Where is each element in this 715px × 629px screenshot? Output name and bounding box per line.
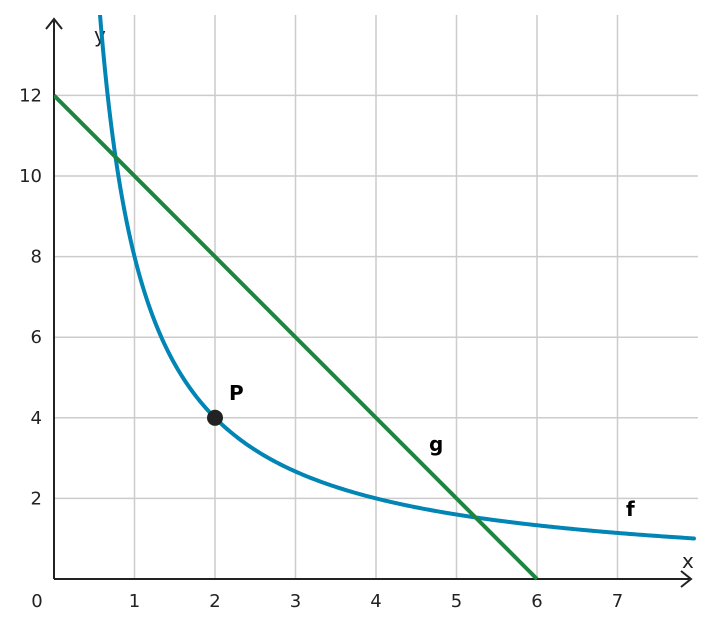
x-tick-label-4: 4 — [370, 591, 381, 612]
grid — [54, 15, 698, 579]
x-tick-label-6: 6 — [531, 591, 542, 612]
series-f-curve — [98, 15, 696, 541]
x-tick-label-3: 3 — [290, 591, 301, 612]
curve-labels: f g P — [229, 381, 635, 521]
series-g-label: g — [429, 432, 443, 456]
axes: x y 0 — [31, 17, 694, 612]
x-tick-label-1: 1 — [129, 591, 140, 612]
series-g-line — [54, 93, 539, 581]
y-tick-label-4: 4 — [31, 408, 42, 429]
point-p-marker — [207, 409, 223, 426]
x-axis-label: x — [682, 549, 694, 573]
curves — [54, 15, 696, 581]
series-f-label: f — [626, 497, 635, 521]
point-markers — [207, 409, 223, 426]
y-tick-label-12: 12 — [19, 85, 42, 106]
x-tick-label-7: 7 — [612, 591, 623, 612]
x-tick-label-2: 2 — [209, 591, 220, 612]
origin-label: 0 — [31, 591, 42, 612]
x-axis-arrow — [680, 570, 693, 588]
x-tick-label-5: 5 — [451, 591, 462, 612]
y-tick-label-10: 10 — [19, 166, 42, 187]
y-tick-label-8: 8 — [31, 247, 42, 268]
y-tick-label-2: 2 — [31, 488, 42, 509]
y-axis-arrow — [45, 17, 63, 30]
point-p-label: P — [229, 381, 244, 405]
y-tick-label-6: 6 — [31, 327, 42, 348]
